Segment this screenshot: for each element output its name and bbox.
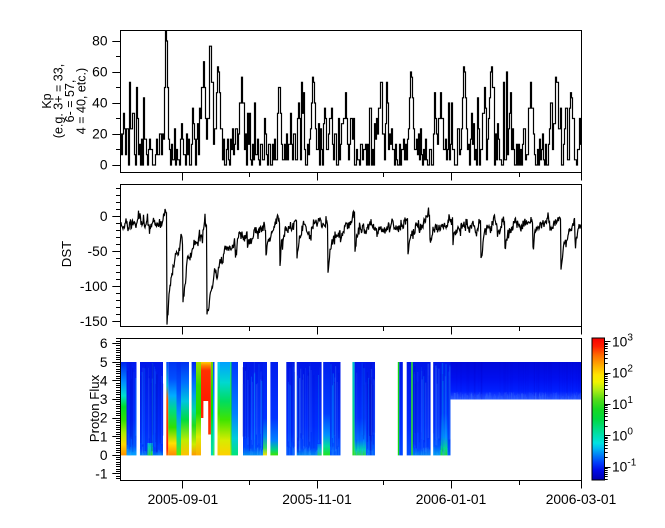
svg-text:-150: -150 [80, 314, 108, 329]
svg-text:60: 60 [92, 65, 108, 80]
svg-text:2005-11-01: 2005-11-01 [282, 492, 352, 507]
svg-text:-1: -1 [95, 467, 107, 482]
svg-text:0: 0 [100, 209, 108, 224]
svg-text:5: 5 [100, 355, 108, 370]
svg-text:2005-09-01: 2005-09-01 [148, 492, 219, 507]
svg-text:2: 2 [100, 411, 108, 426]
svg-text:-50: -50 [88, 244, 108, 259]
svg-text:40: 40 [92, 96, 108, 111]
svg-text:6- = 57,: 6- = 57, [63, 80, 77, 123]
svg-text:4 = 40, etc.): 4 = 40, etc.) [75, 68, 89, 134]
svg-text:0: 0 [100, 448, 108, 463]
svg-text:2006-01-01: 2006-01-01 [416, 492, 487, 507]
svg-text:6: 6 [100, 336, 108, 351]
svg-text:2006-03-01: 2006-03-01 [546, 492, 617, 507]
svg-text:-100: -100 [80, 279, 108, 294]
svg-text:(e.g. 3+ = 33,: (e.g. 3+ = 33, [52, 64, 66, 138]
svg-text:3: 3 [100, 392, 108, 407]
svg-text:1: 1 [100, 429, 108, 444]
svg-text:Kp: Kp [40, 93, 54, 108]
svg-text:80: 80 [92, 34, 108, 49]
svg-text:4: 4 [100, 373, 108, 388]
svg-text:DST: DST [59, 241, 74, 267]
svg-text:Proton Flux: Proton Flux [87, 374, 102, 442]
svg-text:20: 20 [92, 127, 108, 142]
svg-text:0: 0 [100, 158, 108, 173]
